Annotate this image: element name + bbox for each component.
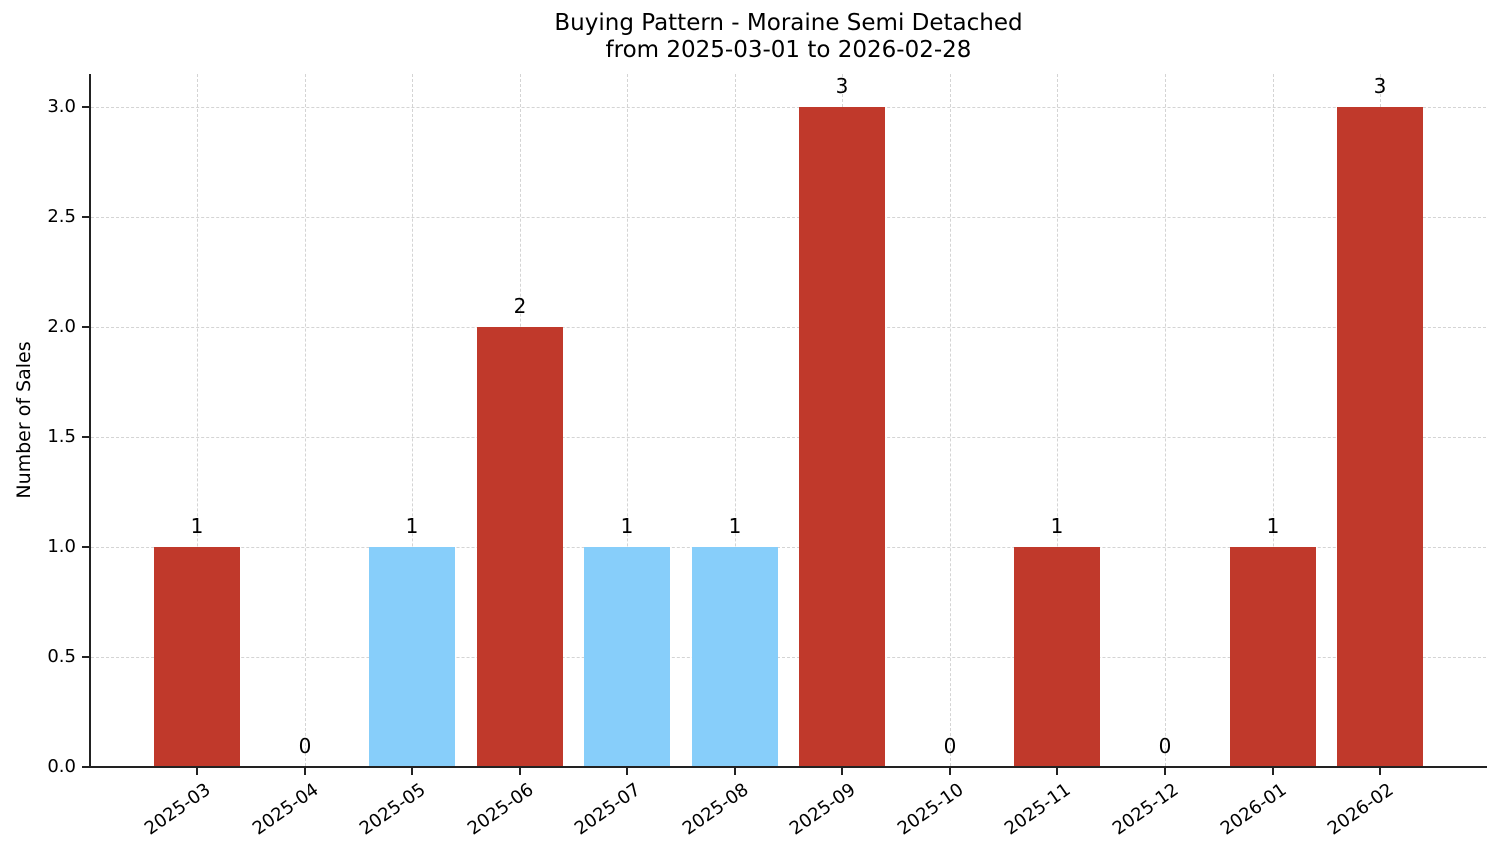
x-tick-label: 2025-07 <box>570 779 645 840</box>
bar-value-label: 0 <box>1158 734 1172 758</box>
bar-2026-02 <box>1337 107 1423 767</box>
y-tick-mark <box>82 546 89 548</box>
h-gridline <box>91 437 1486 438</box>
x-tick-label: 2025-03 <box>140 779 215 840</box>
bar-value-label: 1 <box>620 514 634 538</box>
x-tick-label: 2025-04 <box>248 779 323 840</box>
y-tick-mark <box>82 216 89 218</box>
x-tick-mark <box>626 768 628 775</box>
bar-2025-03 <box>154 547 240 767</box>
x-tick-mark <box>196 768 198 775</box>
y-tick-label: 1.5 <box>47 426 76 447</box>
v-gridline <box>627 74 628 766</box>
x-tick-mark <box>411 768 413 775</box>
x-tick-mark <box>1164 768 1166 775</box>
x-tick-label: 2025-10 <box>893 779 968 840</box>
y-tick-label: 3.0 <box>47 96 76 117</box>
y-tick-mark <box>82 436 89 438</box>
v-gridline <box>1057 74 1058 766</box>
bar-value-label: 1 <box>728 514 742 538</box>
bar-value-label: 1 <box>1266 514 1280 538</box>
x-tick-mark <box>841 768 843 775</box>
x-tick-label: 2025-05 <box>355 779 430 840</box>
x-tick-mark <box>949 768 951 775</box>
x-tick-label: 2026-01 <box>1216 779 1291 840</box>
h-gridline <box>91 547 1486 548</box>
v-gridline <box>1273 74 1274 766</box>
y-axis <box>89 74 91 768</box>
x-tick-label: 2025-06 <box>463 779 538 840</box>
y-tick-label: 0.5 <box>47 646 76 667</box>
x-tick-mark <box>1056 768 1058 775</box>
bar-2025-07 <box>584 547 670 767</box>
x-tick-label: 2025-11 <box>1000 779 1075 840</box>
x-tick-label: 2026-02 <box>1323 779 1398 840</box>
bar-value-label: 1 <box>190 514 204 538</box>
bar-value-label: 3 <box>1373 74 1387 98</box>
y-tick-mark <box>82 326 89 328</box>
bar-2026-01 <box>1230 547 1316 767</box>
bar-2025-11 <box>1014 547 1100 767</box>
h-gridline <box>91 657 1486 658</box>
x-tick-mark <box>304 768 306 775</box>
y-axis-label: Number of Sales <box>13 341 35 499</box>
y-tick-label: 1.0 <box>47 536 76 557</box>
chart-title: Buying Pattern - Moraine Semi Detached f… <box>0 10 1501 64</box>
bar-2025-09 <box>799 107 885 767</box>
y-tick-label: 2.5 <box>47 206 76 227</box>
v-gridline <box>197 74 198 766</box>
y-tick-mark <box>82 656 89 658</box>
v-gridline <box>412 74 413 766</box>
y-tick-label: 0.0 <box>47 756 76 777</box>
chart-subtitle: from 2025-03-01 to 2026-02-28 <box>605 37 972 63</box>
bar-value-label: 3 <box>835 74 849 98</box>
bar-value-label: 0 <box>298 734 312 758</box>
h-gridline <box>91 107 1486 108</box>
bar-value-label: 1 <box>1050 514 1064 538</box>
bar-value-label: 1 <box>405 514 419 538</box>
x-axis <box>89 766 1487 768</box>
x-tick-label: 2025-12 <box>1108 779 1183 840</box>
v-gridline <box>950 74 951 766</box>
bar-2025-05 <box>369 547 455 767</box>
bar-value-label: 0 <box>943 734 957 758</box>
x-tick-mark <box>734 768 736 775</box>
y-tick-mark <box>82 106 89 108</box>
bar-2025-06 <box>477 327 563 767</box>
v-gridline <box>1165 74 1166 766</box>
h-gridline <box>91 327 1486 328</box>
h-gridline <box>91 217 1486 218</box>
bar-2025-08 <box>692 547 778 767</box>
x-tick-mark <box>1272 768 1274 775</box>
v-gridline <box>735 74 736 766</box>
chart-title-main: Buying Pattern - Moraine Semi Detached <box>554 10 1023 36</box>
x-tick-mark <box>1379 768 1381 775</box>
bar-value-label: 2 <box>513 294 527 318</box>
y-tick-label: 2.0 <box>47 316 76 337</box>
x-tick-label: 2025-09 <box>785 779 860 840</box>
x-tick-label: 2025-08 <box>678 779 753 840</box>
v-gridline <box>305 74 306 766</box>
y-tick-mark <box>82 766 89 768</box>
x-tick-mark <box>519 768 521 775</box>
